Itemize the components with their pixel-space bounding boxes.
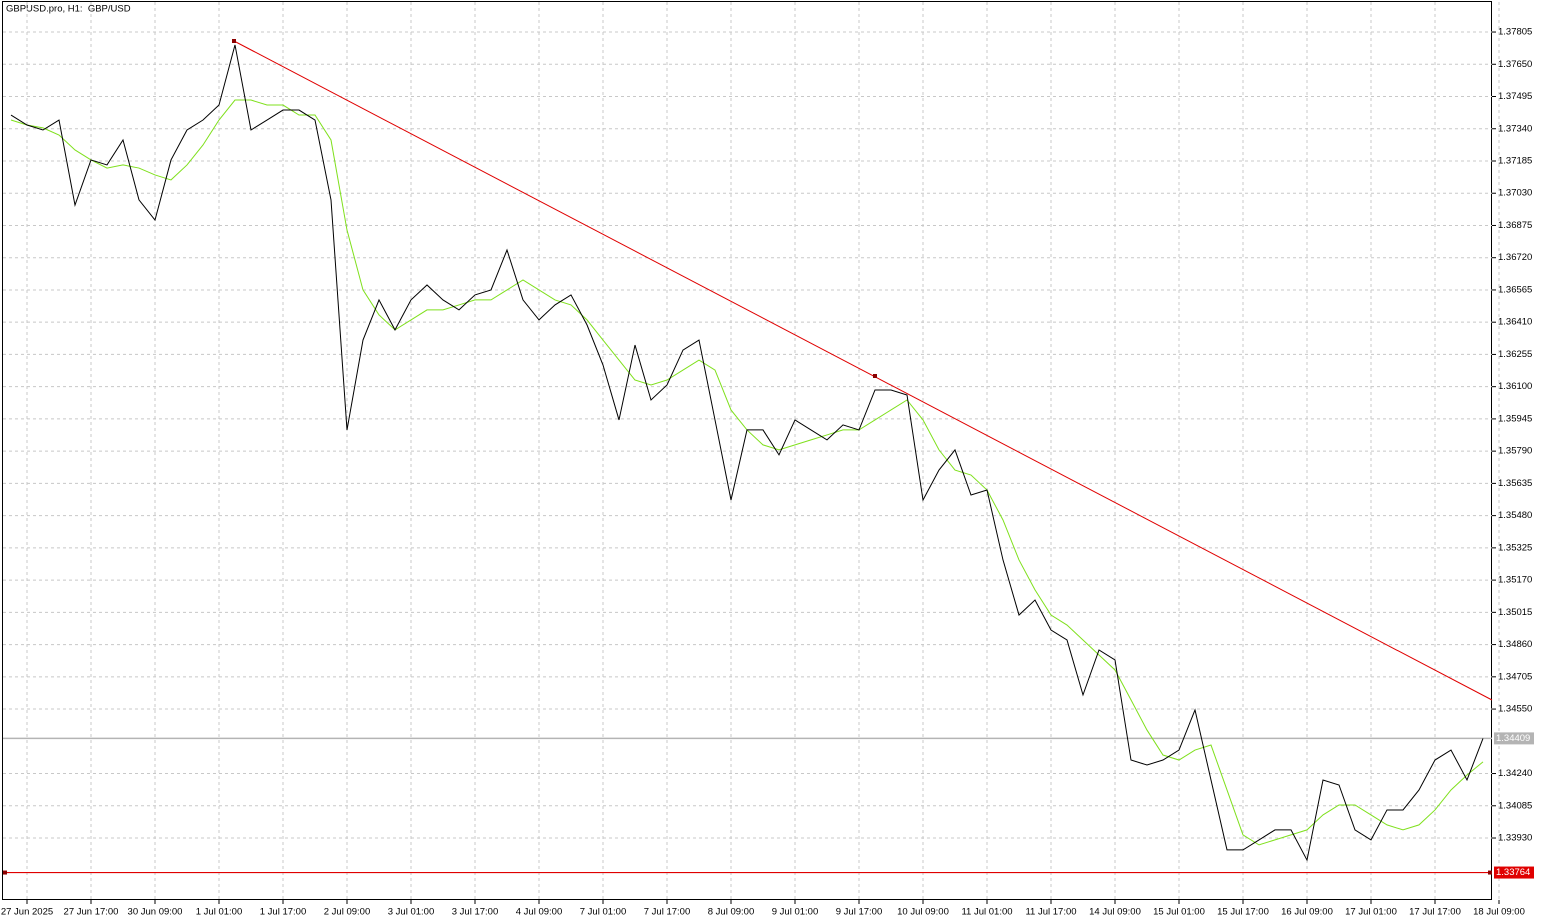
x-tick-label: 15 Jul 17:00 [1217,907,1269,918]
y-tick-label: 1.37340 [1498,123,1532,134]
x-tick-label: 17 Jul 17:00 [1409,907,1461,918]
x-tick-label: 11 Jul 17:00 [1025,907,1076,918]
y-tick-label: 1.35325 [1498,542,1532,553]
x-tick-label: 4 Jul 09:00 [516,907,562,918]
level-label: 1.33764 [1496,867,1530,878]
x-tick-label: 27 Jun 2025 [1,907,53,918]
x-tick-label: 9 Jul 17:00 [836,907,882,918]
x-tick-label: 10 Jul 09:00 [897,907,949,918]
y-tick-label: 1.34860 [1498,639,1532,650]
y-tick-label: 1.35170 [1498,575,1532,586]
y-tick-label: 1.36100 [1498,381,1532,392]
level-box [1494,866,1534,879]
current-price-box [1494,732,1534,745]
y-tick-label: 1.36875 [1498,220,1532,231]
price-line [10,44,1484,862]
y-tick-label: 1.36255 [1498,349,1532,360]
level-anchor [3,870,7,875]
level-anchor [1488,870,1492,875]
y-tick-label: 1.37185 [1498,156,1532,167]
x-tick-label: 11 Jul 01:00 [961,907,1012,918]
x-tick-label: 16 Jul 09:00 [1281,907,1333,918]
trend-anchor [232,39,236,43]
x-tick-label: 8 Jul 09:00 [708,907,754,918]
trend-anchor [873,374,877,378]
plot-frame [2,1,1492,900]
y-tick-label: 1.35790 [1498,446,1532,457]
y-tick-label: 1.35635 [1498,478,1532,489]
x-tick-label: 2 Jul 09:00 [324,907,370,918]
y-tick-label: 1.35945 [1498,413,1532,424]
x-tick-label: 1 Jul 01:00 [196,907,242,918]
x-tick-label: 7 Jul 01:00 [580,907,626,918]
y-tick-label: 1.35480 [1498,510,1532,521]
x-tick-label: 30 Jun 09:00 [128,907,183,918]
x-tick-label: 14 Jul 09:00 [1089,907,1141,918]
current-price-label: 1.34409 [1496,733,1530,744]
y-tick-label: 1.37030 [1498,188,1532,199]
x-tick-label: 7 Jul 17:00 [644,907,690,918]
y-tick-label: 1.33930 [1498,833,1532,844]
x-tick-label: 3 Jul 17:00 [452,907,498,918]
y-tick-label: 1.34240 [1498,768,1532,779]
y-tick-label: 1.37805 [1498,27,1532,38]
y-tick-label: 1.37650 [1498,59,1532,70]
x-tick-label: 18 Jul 09:00 [1473,907,1525,918]
y-tick-label: 1.36410 [1498,317,1532,328]
x-tick-label: 3 Jul 01:00 [388,907,434,918]
y-tick-label: 1.36720 [1498,252,1532,263]
y-tick-label: 1.34705 [1498,671,1532,682]
y-tick-label: 1.37495 [1498,91,1532,102]
x-tick-label: 9 Jul 01:00 [772,907,818,918]
x-tick-label: 1 Jul 17:00 [260,907,306,918]
y-tick-label: 1.34550 [1498,704,1532,715]
y-tick-label: 1.35015 [1498,607,1532,618]
chart-title: GBPUSD.pro, H1: GBP/USD [6,4,131,15]
y-tick-label: 1.36565 [1498,284,1532,295]
trend-line [233,40,1493,701]
x-tick-label: 17 Jul 01:00 [1345,907,1397,918]
x-tick-label: 27 Jun 17:00 [64,907,119,918]
x-tick-label: 15 Jul 01:00 [1153,907,1205,918]
y-tick-label: 1.34085 [1498,800,1532,811]
